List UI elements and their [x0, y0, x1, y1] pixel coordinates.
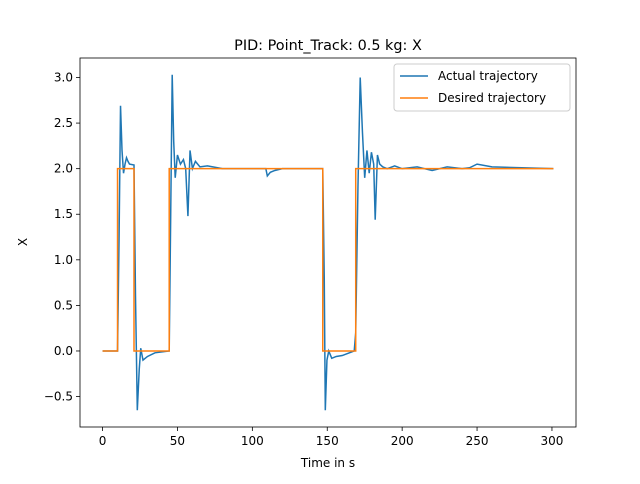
y-tick-label: −0.5	[44, 390, 73, 404]
y-axis-label: X	[16, 238, 30, 246]
x-tick-label: 100	[241, 434, 264, 448]
x-tick-label: 0	[99, 434, 107, 448]
legend-label: Actual trajectory	[438, 69, 538, 83]
data-line	[102, 167, 554, 352]
x-tick-label: 50	[170, 434, 185, 448]
y-tick-label: 0.0	[54, 344, 73, 358]
y-tick-label: 1.5	[54, 207, 73, 221]
x-tick-label: 200	[391, 434, 414, 448]
x-tick-label: 250	[466, 434, 489, 448]
legend-box	[393, 63, 571, 112]
y-tick-label: 0.5	[54, 298, 73, 312]
y-tick-label: 2.0	[54, 162, 73, 176]
y-tick-label: 1.0	[54, 253, 73, 267]
plot-frame	[79, 57, 577, 428]
x-tick-label: 150	[316, 434, 339, 448]
chart-title: PID: Point_Track: 0.5 kg: X	[234, 38, 422, 54]
data-line	[102, 74, 554, 411]
x-tick-label: 300	[541, 434, 564, 448]
x-axis-label: Time in s	[300, 456, 355, 470]
y-tick-label: 2.5	[54, 116, 73, 130]
y-tick-label: 3.0	[54, 71, 73, 85]
legend-label: Desired trajectory	[438, 91, 546, 105]
